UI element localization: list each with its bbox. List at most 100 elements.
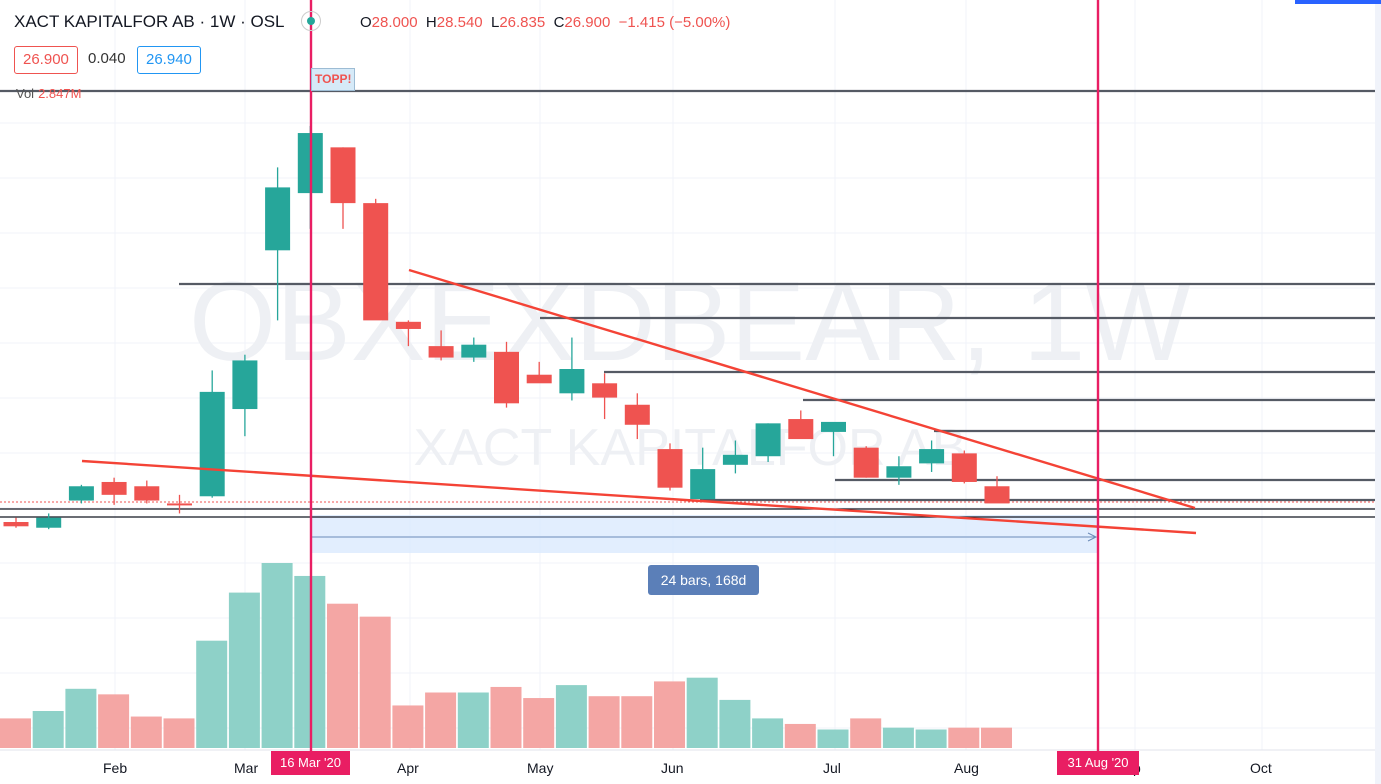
volume-bar-27 (882, 727, 914, 748)
x-label-feb: Feb (103, 760, 128, 776)
candle-body-6 (199, 391, 225, 497)
candle-body-30 (984, 486, 1010, 504)
low-label: L (490, 14, 500, 31)
candle-body-22 (722, 454, 748, 465)
candle-body-20 (657, 449, 683, 488)
topp-annotation[interactable]: TOPP! (311, 68, 356, 91)
volume-bar-3 (98, 694, 130, 748)
candle-body-28 (919, 449, 945, 464)
watermark-sub: XACT KAPITALFOR AB (414, 419, 967, 477)
candle-body-18 (592, 383, 618, 398)
watermark-main: OBXEXDBEAR, 1W (189, 259, 1191, 384)
candle-body-23 (755, 423, 781, 457)
volume-bar-22 (719, 699, 751, 748)
candle-body-3 (101, 481, 127, 495)
volume-bar-16 (523, 698, 555, 748)
candle-body-24 (788, 419, 814, 440)
market-status-icon (300, 10, 321, 31)
trendlines[interactable] (81, 268, 1197, 535)
candle-body-25 (821, 421, 846, 432)
close-label: C (553, 14, 565, 31)
high-value: 28.540 (436, 14, 483, 31)
candle-body-21 (690, 469, 716, 500)
measure-arrowhead (1087, 532, 1098, 542)
volume-bars (0, 563, 1012, 748)
measure-label: 24 bars, 168d (648, 565, 759, 595)
candle-body-11 (363, 203, 389, 321)
volume-bar-19 (621, 696, 653, 748)
vertical-lines[interactable] (309, 0, 1100, 752)
volume-bar-1 (32, 711, 64, 748)
x-label-mar: Mar (234, 760, 259, 776)
volume-bar-21 (686, 677, 718, 748)
candle-body-19 (624, 404, 650, 425)
candle-body-5 (167, 503, 192, 506)
volume-bar-15 (490, 686, 522, 748)
candle-body-2 (68, 486, 94, 501)
volume-bar-23 (752, 718, 784, 748)
x-label-oct: Oct (1250, 760, 1272, 776)
low-value: 26.835 (499, 14, 546, 31)
volume-bar-25 (817, 729, 849, 748)
high-label: H (425, 14, 437, 31)
volume-bar-5 (163, 718, 195, 748)
candle-body-26 (853, 447, 879, 478)
candles (3, 125, 1010, 530)
volume-bar-18 (588, 696, 620, 748)
watermark: OBXEXDBEAR, 1W XACT KAPITALFOR AB (189, 259, 1191, 477)
volume-bar-17 (555, 685, 587, 748)
bid-button[interactable]: 26.900 (14, 46, 78, 74)
vline1-date-tag: 16 Mar '20 (271, 751, 350, 775)
candle-body-13 (428, 346, 454, 358)
candle-body-17 (559, 369, 585, 394)
x-label-jun: Jun (661, 760, 684, 776)
volume-value: 2.847M (38, 86, 82, 101)
open-label: O (360, 14, 372, 31)
volume-bar-0 (0, 718, 31, 748)
candle-body-7 (232, 360, 258, 410)
trendline-lower (81, 459, 1197, 535)
x-label-apr: Apr (397, 760, 419, 776)
trendline-upper (408, 268, 1196, 510)
toolbar-accent (1295, 0, 1381, 4)
volume-bar-11 (359, 616, 391, 748)
volume-bar-2 (65, 688, 97, 748)
volume-label: Vol (16, 86, 35, 101)
candle-body-4 (134, 486, 160, 501)
x-label-may: May (527, 760, 554, 776)
candle-body-15 (494, 351, 519, 404)
price-scale-strip[interactable] (1375, 0, 1381, 784)
candle-body-10 (330, 147, 356, 204)
close-value: 26.900 (564, 14, 611, 31)
candle-body-29 (951, 453, 977, 482)
volume-bar-10 (327, 603, 358, 748)
candle-body-27 (886, 466, 912, 478)
volume-bar-28 (915, 729, 947, 748)
change-value: −1.415 (−5.00%) (618, 14, 731, 31)
ask-button[interactable]: 26.940 (137, 46, 201, 74)
measure-tool[interactable] (311, 515, 1098, 553)
measure-range (311, 515, 1097, 553)
candle-body-14 (461, 344, 487, 358)
x-label-aug: Aug (954, 760, 979, 776)
volume-bar-12 (392, 705, 424, 748)
symbol-title[interactable]: XACT KAPITALFOR AB · 1W · OSL (14, 12, 285, 31)
volume-bar-8 (261, 563, 293, 748)
volume-legend[interactable]: Vol 2.847M (16, 86, 81, 101)
candle-body-16 (526, 374, 552, 384)
volume-bar-30 (981, 727, 1012, 748)
open-value: 28.000 (371, 14, 418, 31)
spread-value: 0.040 (88, 50, 126, 67)
ohlc-readout: O28.000 H28.540 L26.835 C26.900 −1.415 (… (360, 14, 730, 31)
volume-bar-4 (130, 716, 162, 748)
volume-bar-24 (784, 723, 816, 748)
symbol-header[interactable]: XACT KAPITALFOR AB · 1W · OSL (14, 10, 335, 33)
vline2-date-tag: 31 Aug '20 (1057, 751, 1139, 775)
volume-bar-13 (425, 692, 457, 748)
volume-bar-7 (228, 592, 260, 748)
volume-bar-14 (457, 692, 489, 748)
candle-body-8 (265, 187, 291, 251)
x-label-jul: Jul (823, 760, 841, 776)
volume-bar-26 (850, 718, 882, 748)
